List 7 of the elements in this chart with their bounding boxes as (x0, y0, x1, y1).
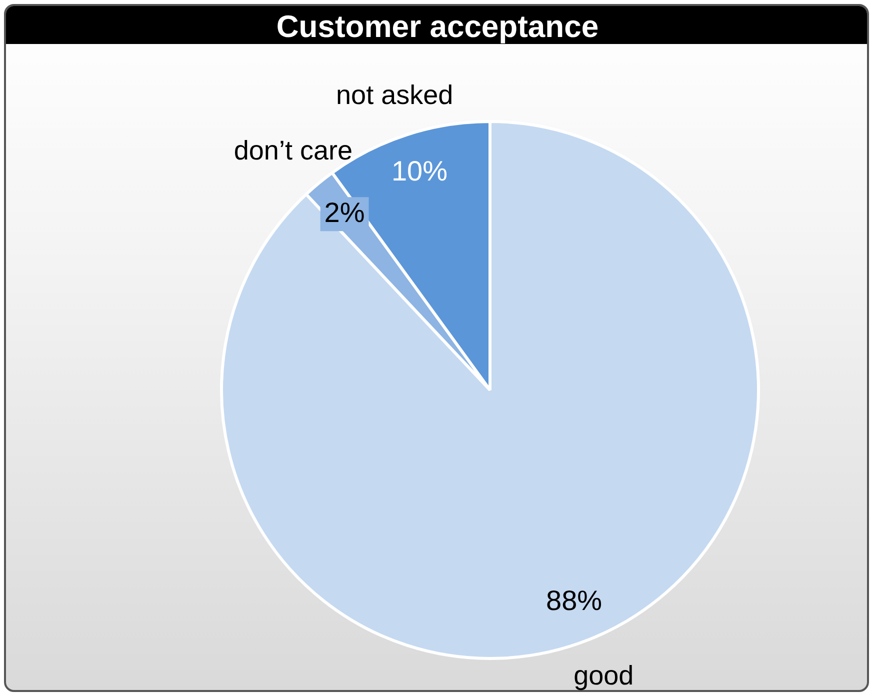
data-label: 10% (391, 156, 448, 187)
slice-label: not asked (336, 80, 454, 110)
chart-title: Customer acceptance (275, 9, 600, 44)
data-label: 88% (546, 584, 602, 616)
slice-label: good (574, 660, 634, 691)
slice-label: don’t care (234, 136, 352, 166)
data-label: 2% (324, 196, 365, 228)
